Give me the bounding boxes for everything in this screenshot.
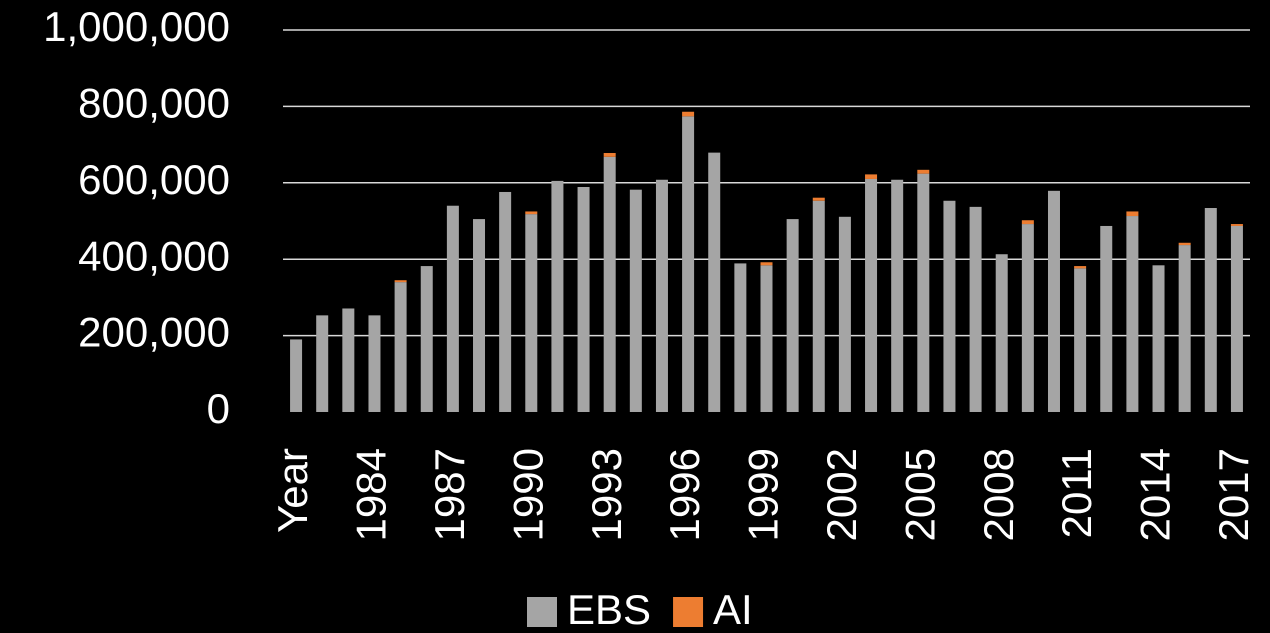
x-tick-label: 2005: [896, 448, 943, 541]
bar-segment: [499, 191, 512, 412]
bar-segment: [368, 315, 381, 412]
bar-segment: [708, 152, 721, 412]
bar-segment: [734, 263, 747, 412]
legend-label: AI: [713, 586, 753, 633]
x-tick-label: Year: [269, 448, 316, 533]
bar-segment: [394, 280, 407, 283]
bar-segment: [655, 179, 668, 412]
legend-swatch: [527, 597, 557, 627]
bar-segment: [1230, 224, 1243, 226]
bar-segment: [917, 173, 930, 412]
bar-segment: [603, 153, 616, 157]
x-tick-label: 2014: [1132, 448, 1179, 541]
bar-segment: [525, 214, 538, 412]
bar-segment: [394, 282, 407, 412]
x-tick-label: 1996: [661, 448, 708, 541]
bar-segment: [812, 200, 825, 412]
x-tick-label: 1999: [740, 448, 787, 541]
bar-segment: [603, 156, 616, 412]
bar-segment: [1021, 224, 1034, 412]
x-tick-label: 1993: [583, 448, 630, 541]
bar-segment: [838, 216, 851, 412]
y-tick-label: 1,000,000: [43, 3, 230, 50]
bar-segment: [316, 315, 329, 412]
x-tick-label: 1990: [504, 448, 551, 541]
bar-segment: [917, 169, 930, 174]
y-tick-label: 200,000: [78, 309, 230, 356]
bar-segment: [1074, 266, 1087, 269]
bar-segment: [473, 219, 486, 412]
bar-segment: [760, 265, 773, 412]
x-tick-label: 1984: [348, 448, 395, 541]
bar-segment: [760, 262, 773, 266]
bar-segment: [551, 180, 564, 412]
bar-segment: [1178, 242, 1191, 246]
bar-segment: [943, 200, 956, 412]
y-tick-label: 400,000: [78, 232, 230, 279]
x-tick-label: 1987: [426, 448, 473, 541]
bar-segment: [629, 189, 642, 412]
legend-swatch: [673, 597, 704, 627]
legend-label: EBS: [567, 586, 651, 633]
x-tick-label: 2011: [1053, 448, 1100, 538]
y-tick-label: 600,000: [78, 156, 230, 203]
bar-segment: [1230, 225, 1243, 412]
bar-segment: [865, 174, 878, 179]
bar-segment: [682, 111, 695, 117]
bar-segment: [1126, 216, 1139, 412]
bar-segment: [969, 206, 982, 412]
bar-segment: [525, 211, 538, 215]
x-tick-label: 2002: [818, 448, 865, 541]
bar-segment: [1126, 211, 1139, 217]
bar-segment: [865, 178, 878, 412]
bar-segment: [342, 308, 355, 412]
bar-segment: [1204, 208, 1217, 412]
bar-segment: [290, 339, 303, 412]
bar-segment: [1100, 225, 1113, 412]
bar-segment: [1152, 265, 1165, 412]
bar-segment: [995, 254, 1008, 412]
bar-segment: [682, 116, 695, 412]
x-tick-label: 2017: [1210, 448, 1257, 541]
bar-segment: [812, 197, 825, 201]
x-tick-label: 2008: [975, 448, 1022, 541]
y-tick-label: 800,000: [78, 79, 230, 126]
y-tick-label: 0: [207, 385, 230, 432]
bar-segment: [420, 266, 433, 412]
bar-segment: [446, 205, 459, 412]
bar-segment: [1047, 190, 1060, 412]
bar-segment: [1021, 220, 1034, 225]
bar-segment: [891, 179, 904, 412]
bar-segment: [786, 219, 799, 412]
bar-segment: [577, 187, 590, 412]
bar-segment: [1074, 268, 1087, 412]
bar-segment: [1178, 245, 1191, 412]
